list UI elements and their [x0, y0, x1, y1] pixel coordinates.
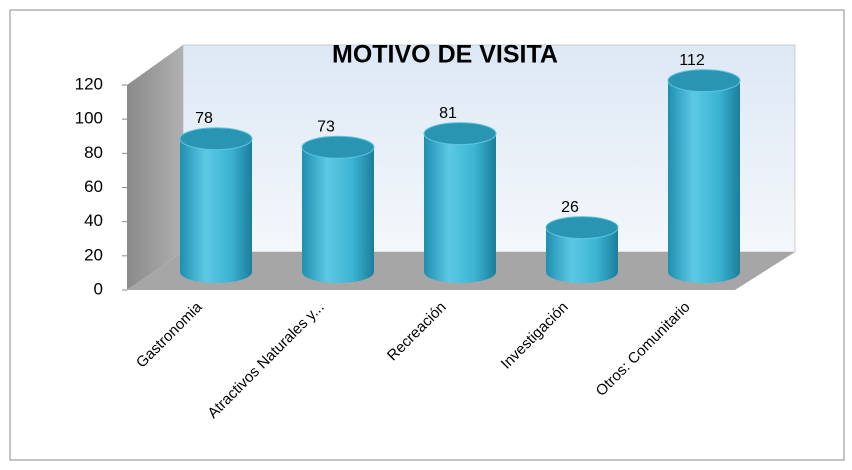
value-label: 81 — [439, 105, 457, 122]
y-tick-label: 100 — [75, 109, 103, 128]
cylinder — [423, 122, 497, 283]
value-label: 112 — [679, 52, 705, 69]
cylinder-top — [179, 127, 253, 151]
cylinder — [179, 127, 253, 283]
side-wall — [127, 45, 183, 290]
cylinder-body — [180, 138, 252, 283]
y-tick-label: 0 — [94, 279, 103, 298]
cylinder-body — [668, 80, 740, 284]
value-label: 26 — [561, 199, 579, 216]
y-tick-label: 40 — [84, 211, 103, 230]
cylinder-top — [667, 69, 741, 93]
cylinder-top — [301, 135, 375, 159]
value-label: 73 — [317, 119, 335, 136]
chart-title: MOTIVO DE VISITA — [332, 41, 558, 69]
cylinder-body — [424, 133, 496, 283]
y-tick-label: 60 — [84, 177, 103, 196]
cylinder-top — [423, 122, 497, 146]
cylinder-top — [545, 216, 619, 240]
y-tick-label: 80 — [84, 143, 103, 162]
cylinder-body — [546, 227, 618, 283]
value-label: 78 — [195, 110, 213, 127]
cylinder — [545, 216, 619, 283]
y-tick-label: 120 — [75, 74, 103, 93]
cylinder — [667, 69, 741, 284]
y-tick-label: 20 — [84, 245, 103, 264]
cylinder-body — [302, 147, 374, 283]
cylinder — [301, 135, 375, 283]
